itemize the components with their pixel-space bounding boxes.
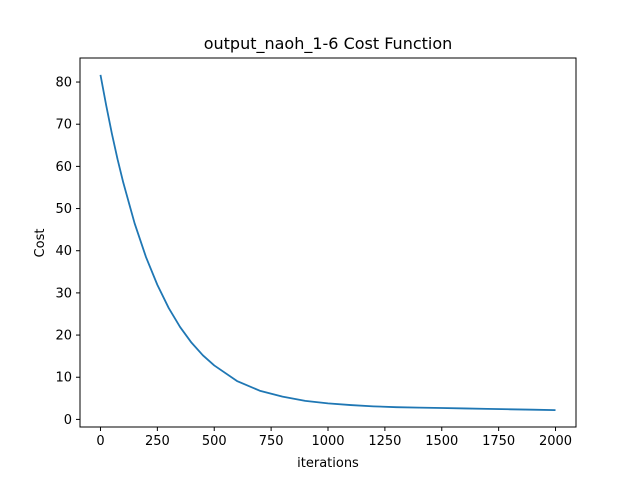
x-axis-ticks: 0 250 500 750 1000 1250 1500 1750 2000 — [96, 427, 572, 449]
x-axis-label: iterations — [297, 456, 359, 471]
y-tick-label: 30 — [55, 286, 72, 301]
x-tick-label: 2000 — [539, 434, 572, 449]
x-tick-label: 0 — [96, 434, 104, 449]
y-tick-label: 0 — [64, 413, 72, 428]
x-tick-label: 1750 — [482, 434, 515, 449]
y-tick-label: 10 — [55, 371, 72, 386]
x-tick-label: 750 — [259, 434, 284, 449]
x-tick-label: 1500 — [425, 434, 458, 449]
y-tick-label: 80 — [55, 76, 72, 91]
x-tick-label: 1250 — [368, 434, 401, 449]
chart-title: output_naoh_1-6 Cost Function — [204, 34, 453, 54]
y-tick-label: 50 — [55, 202, 72, 217]
plot-frame — [79, 57, 577, 428]
x-tick-label: 500 — [202, 434, 227, 449]
x-tick-label: 250 — [145, 434, 170, 449]
cost-series-line — [99, 74, 556, 412]
y-tick-label: 70 — [55, 118, 72, 133]
y-axis-label: Cost — [33, 229, 48, 258]
x-tick-label: 1000 — [311, 434, 344, 449]
plot-area — [99, 74, 556, 412]
y-tick-label: 60 — [55, 160, 72, 175]
y-tick-label: 20 — [55, 329, 72, 344]
y-axis-ticks: 0 10 20 30 40 50 60 70 80 — [55, 76, 80, 428]
y-tick-label: 40 — [55, 244, 72, 259]
